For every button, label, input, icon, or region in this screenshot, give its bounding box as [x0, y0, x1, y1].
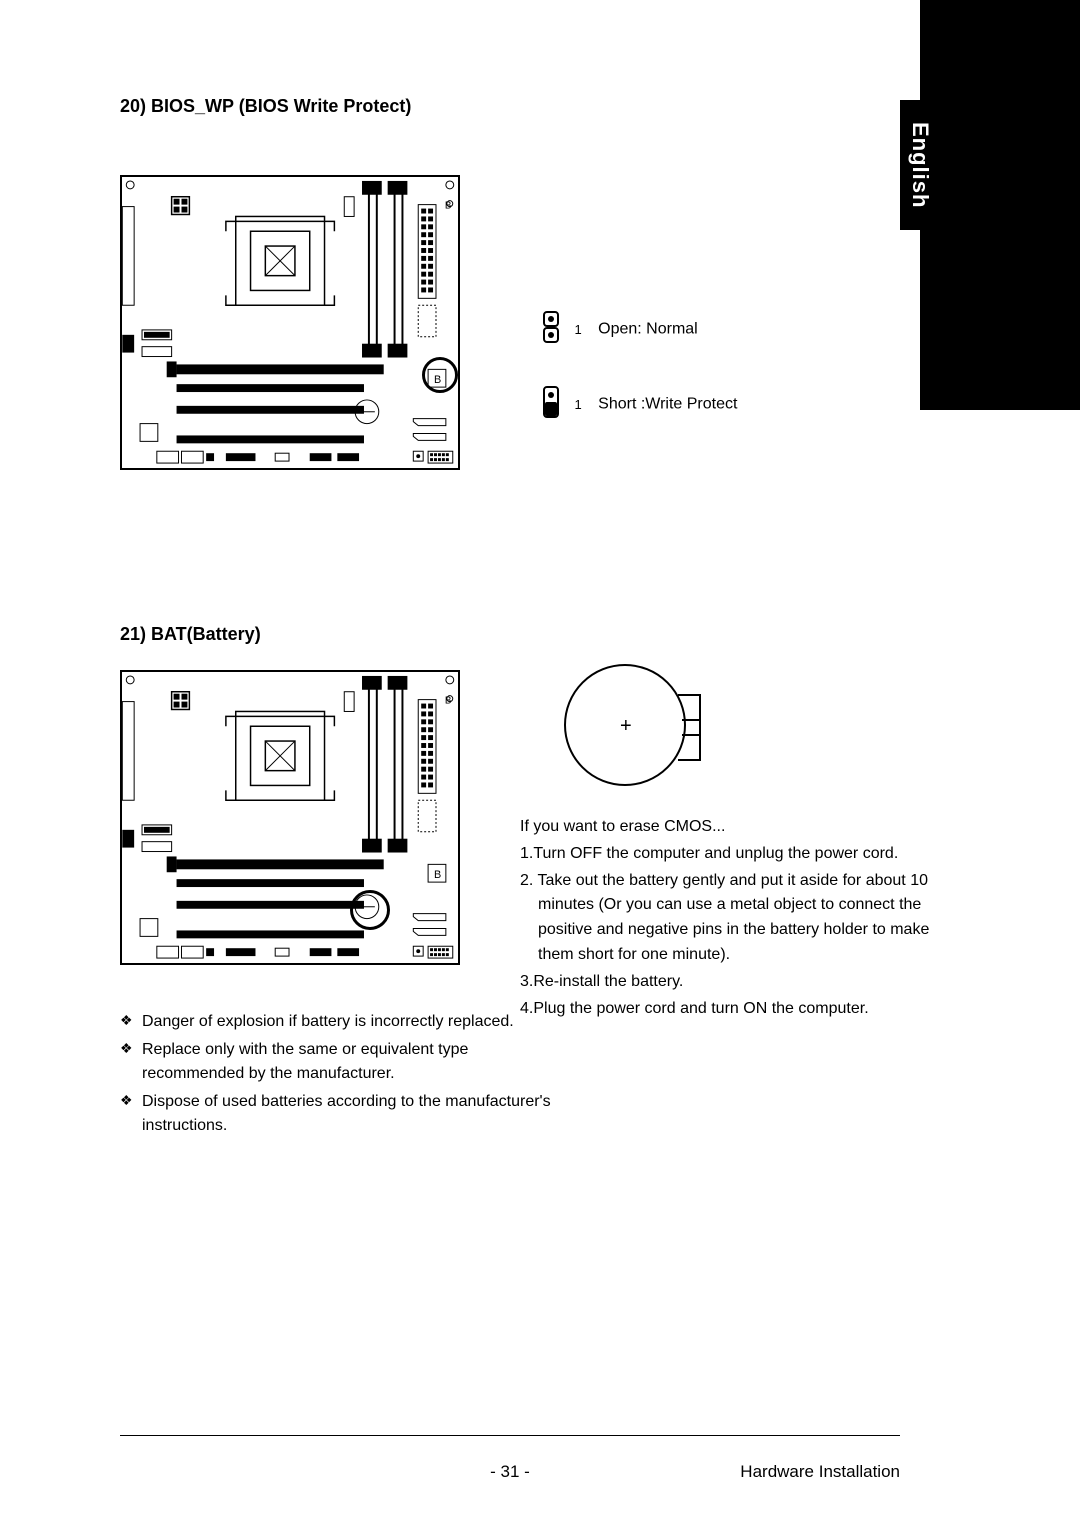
cmos-step-4: 4.Plug the power cord and turn ON the co… — [520, 997, 940, 1022]
warning-2: Replace only with the same or equivalent… — [142, 1038, 560, 1086]
warning-1: Danger of explosion if battery is incorr… — [142, 1010, 514, 1034]
svg-text:B: B — [434, 869, 441, 881]
battery-warnings: ❖ Danger of explosion if battery is inco… — [120, 1010, 560, 1142]
warning-3: Dispose of used batteries according to t… — [142, 1090, 560, 1138]
battery-location-circle — [350, 890, 390, 930]
jumper-short-label: Short :Write Protect — [598, 396, 737, 413]
motherboard-diagram-bios-wp: B B — [120, 175, 460, 470]
bullet-icon: ❖ — [120, 1038, 142, 1059]
bullet-icon: ❖ — [120, 1090, 142, 1111]
jumper-short-icon — [540, 385, 562, 424]
cmos-step-3: 3.Re-install the battery. — [520, 970, 940, 995]
svg-text:B: B — [445, 696, 452, 707]
footer-rule — [120, 1435, 900, 1436]
jumper-short-pin: 1 — [574, 397, 581, 412]
footer-section-name: Hardware Installation — [740, 1462, 900, 1482]
section-20-heading: 20) BIOS_WP (BIOS Write Protect) — [120, 96, 411, 117]
battery-plus-symbol: + — [620, 715, 632, 737]
battery-diagram: + — [550, 660, 730, 805]
page-content: 20) BIOS_WP (BIOS Write Protect) — [120, 0, 900, 1532]
cmos-intro: If you want to erase CMOS... — [520, 815, 940, 840]
page-number: - 31 - — [490, 1462, 530, 1482]
language-tab: English — [900, 100, 940, 230]
jumper-open-row: 1 Open: Normal — [540, 310, 698, 349]
section-21-heading: 21) BAT(Battery) — [120, 624, 261, 645]
jumper-short-row: 1 Short :Write Protect — [540, 385, 737, 424]
jumper-open-label: Open: Normal — [598, 321, 698, 338]
cmos-step-2: 2. Take out the battery gently and put i… — [520, 869, 940, 968]
jumper-open-pin: 1 — [574, 322, 581, 337]
jumper-open-icon — [540, 310, 562, 349]
svg-text:B: B — [445, 201, 452, 212]
motherboard-diagram-battery: B B — [120, 670, 460, 965]
bios-wp-location-circle — [422, 357, 458, 393]
cmos-instructions: If you want to erase CMOS... 1.Turn OFF … — [520, 815, 940, 1023]
cmos-step-1: 1.Turn OFF the computer and unplug the p… — [520, 842, 940, 867]
side-black-bar — [920, 0, 1080, 1532]
bullet-icon: ❖ — [120, 1010, 142, 1031]
